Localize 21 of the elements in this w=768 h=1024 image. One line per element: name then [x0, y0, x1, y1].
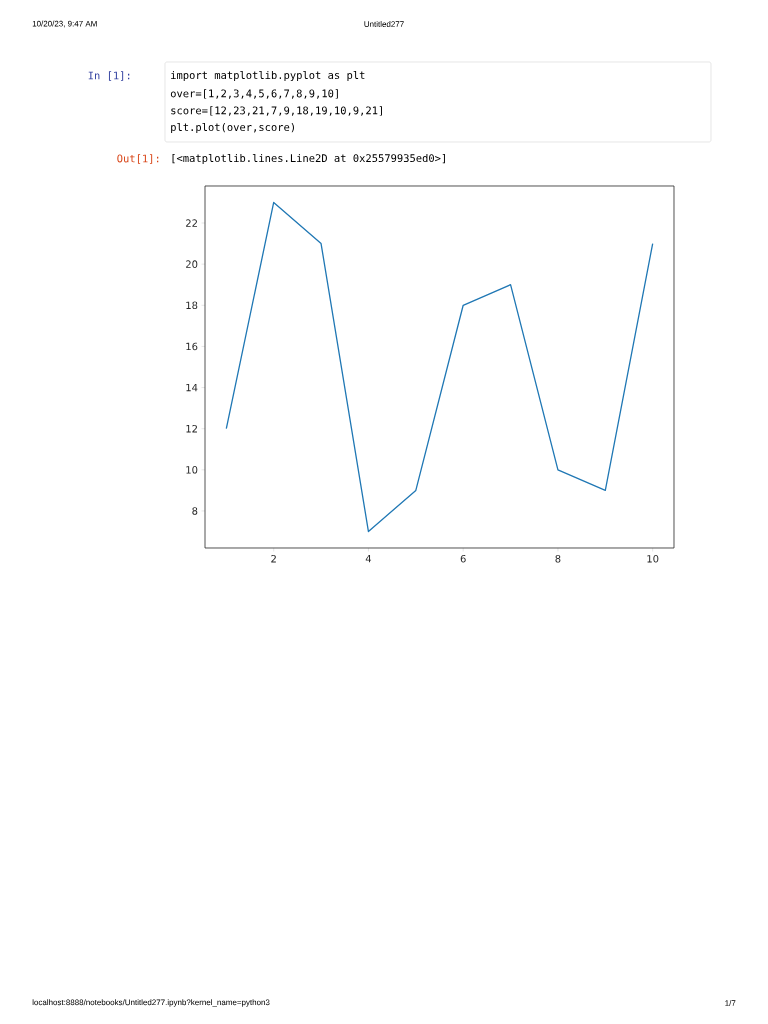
x-tick-label: 2: [271, 555, 276, 563]
x-tick-label: 8: [555, 555, 561, 563]
text: score=[12,23,21,7,9,18,19,10,9,21]: [171, 106, 382, 116]
text: plt.plot(over,score): [171, 122, 294, 134]
y-tick-label: 18: [186, 301, 198, 310]
text: import matplotlib.pyplot as plt: [171, 70, 365, 82]
y-tick-label: 16: [186, 342, 198, 351]
x-tick-label: 4: [365, 555, 372, 563]
y-tick-label: 12: [186, 424, 197, 433]
y-tick-label: 22: [186, 219, 197, 227]
x-tick-label: 6: [460, 555, 466, 563]
text: over=[1,2,3,4,5,6,7,8,9,10]: [170, 89, 338, 99]
y-tick-label: 14: [186, 383, 198, 392]
y-tick-label: 8: [192, 507, 198, 515]
text: In [1]:: [88, 71, 130, 81]
y-tick-label: 10: [186, 466, 198, 474]
line-series: [225, 201, 654, 533]
x-tick-label: 10: [647, 555, 659, 563]
y-tick-label: 20: [186, 260, 198, 268]
text: Out[1]:: [117, 154, 159, 164]
text: [<matplotlib.lines.Line2D at 0x25579935ed0>]: [172, 153, 445, 165]
